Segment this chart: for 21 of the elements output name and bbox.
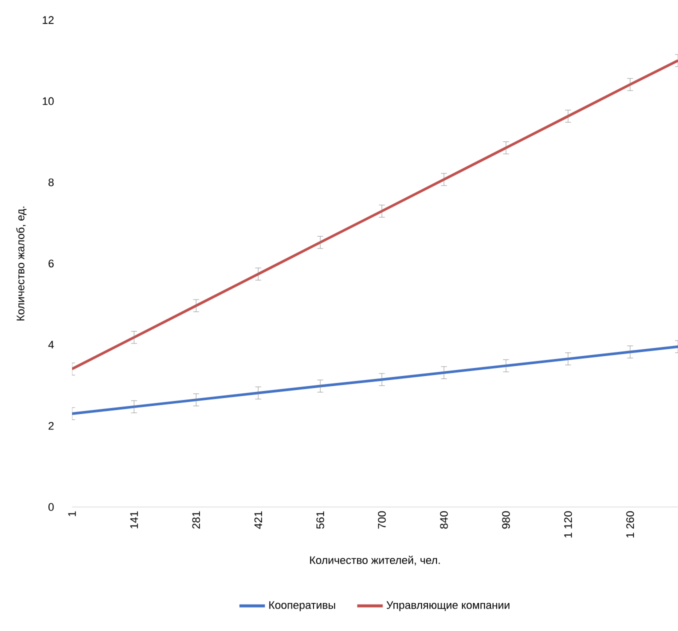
y-tick-label: 2 [48,422,54,430]
y-tick-label: 0 [48,503,54,511]
legend-label: Управляющие компании [386,601,510,612]
y-axis-title: Количество жалоб, ед. [16,206,26,320]
y-tick-label: 4 [48,340,54,348]
y-tick-label: 6 [48,260,54,268]
y-tick-label: 8 [48,178,54,186]
x-tick-label: 1 [68,511,76,516]
y-tick-label: 12 [42,16,54,24]
x-tick-label: 980 [502,511,510,529]
x-tick-label: 141 [130,511,138,528]
legend-label: Кооперативы [269,601,336,612]
x-tick-label: 840 [440,511,448,529]
x-axis-title: Количество жителей, чел. [310,556,440,566]
x-tick-label: 561 [316,511,324,529]
x-tick-label: 281 [192,511,200,529]
x-tick-label: 1 260 [626,511,634,538]
x-tick-label: 700 [378,511,386,529]
y-tick-label: 10 [42,97,54,106]
x-tick-label: 421 [254,511,262,529]
x-tick-label: 1 120 [564,511,572,538]
